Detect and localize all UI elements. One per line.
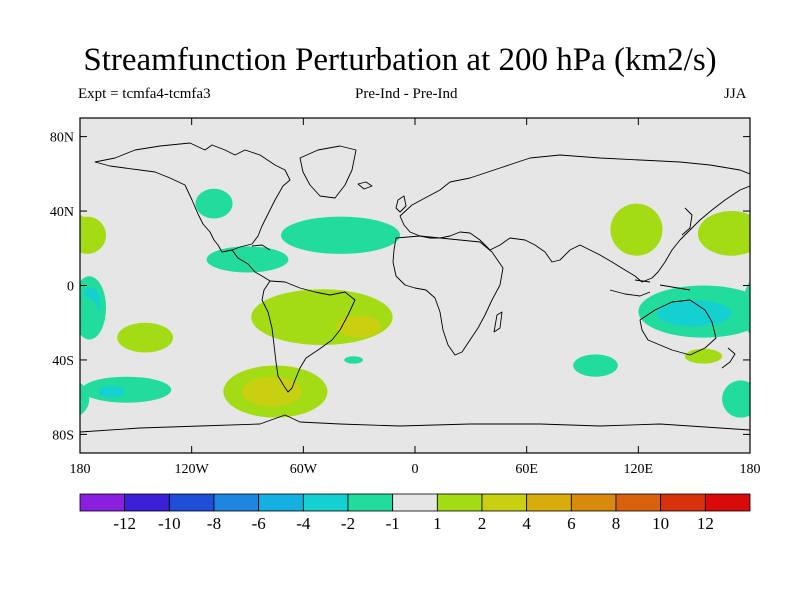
coast-iceland xyxy=(357,181,373,190)
contour-region-6 xyxy=(787,323,800,353)
colorbar-swatch xyxy=(704,493,751,512)
coast-greenland xyxy=(299,145,357,199)
contour-region-20 xyxy=(80,382,90,416)
colorbar-swatch xyxy=(124,493,170,512)
contour-region-8 xyxy=(336,315,382,338)
colorbar-swatch xyxy=(302,493,349,512)
contour-region-11 xyxy=(81,376,172,403)
colorbar-swatch xyxy=(347,493,394,512)
colorbar-label: 1 xyxy=(433,514,442,533)
x-tick-label: 60E xyxy=(515,462,538,477)
contour-region-16 xyxy=(697,211,750,256)
colorbar-label: 12 xyxy=(697,514,714,533)
contour-region-12 xyxy=(769,386,795,397)
coast-indonesia xyxy=(609,279,691,297)
coast-central-america xyxy=(231,249,271,282)
x-tick-label: 180 xyxy=(740,462,761,477)
coast-eurasia xyxy=(399,154,750,283)
x-tick-label: 180 xyxy=(70,462,91,477)
colorbar-swatch xyxy=(615,493,662,512)
contour-region-18 xyxy=(0,300,61,326)
contour-region-16 xyxy=(80,214,95,252)
colorbar-label: 10 xyxy=(652,514,669,533)
coast-antarctica xyxy=(80,414,750,433)
colorbar: -12 -10 -8 -6 -4 -2 -1 1 2 4 6 8 10 12 xyxy=(79,493,751,533)
y-tick-label: 0 xyxy=(67,280,74,295)
contour-region-18 xyxy=(656,300,732,327)
contour-regions xyxy=(0,188,800,418)
colorbar-label: -1 xyxy=(386,514,400,533)
contour-region-20 xyxy=(722,380,750,418)
colorbar-swatch xyxy=(79,493,126,512)
colorbar-label: -2 xyxy=(341,514,355,533)
coast-japan xyxy=(681,207,693,236)
contour-region-1 xyxy=(281,216,401,254)
experiment-label: Expt = tcmfa4-tcmfa3 xyxy=(78,86,211,102)
colorbar-swatch xyxy=(481,493,528,512)
colorbar-label: 4 xyxy=(522,514,531,533)
period-label: Pre-Ind - Pre-Ind xyxy=(355,86,458,102)
y-tick-label: 40S xyxy=(52,354,74,369)
colorbar-label: 2 xyxy=(478,514,487,533)
colorbar-swatch xyxy=(660,493,706,512)
contour-region-19 xyxy=(15,349,52,364)
coast-south-america xyxy=(261,280,356,393)
coast-africa xyxy=(392,235,504,356)
colorbar-label: 8 xyxy=(612,514,621,533)
contour-region-17 xyxy=(80,293,99,330)
colorbar-swatch xyxy=(258,493,304,512)
colorbar-label: -12 xyxy=(113,514,136,533)
coastlines xyxy=(80,142,750,433)
contour-region-19 xyxy=(684,348,723,364)
contour-region-0 xyxy=(195,188,233,219)
colorbar-label: -6 xyxy=(252,514,266,533)
x-tick-label: 0 xyxy=(412,462,419,477)
chart-title: Streamfunction Perturbation at 200 hPa (… xyxy=(83,42,717,78)
x-tick-label: 120W xyxy=(175,462,210,477)
coast-new-zealand xyxy=(721,347,736,369)
x-tick-label: 60W xyxy=(290,462,318,477)
coast-britain xyxy=(395,195,407,213)
plot-background xyxy=(80,118,750,453)
contour-region-2 xyxy=(206,246,289,273)
coast-australia xyxy=(639,299,717,356)
colorbar-swatch xyxy=(436,493,483,512)
contour-region-5 xyxy=(752,287,771,321)
colorbar-swatch xyxy=(168,493,215,512)
colorbar-label: -10 xyxy=(158,514,181,533)
contour-region-6 xyxy=(117,322,174,353)
contour-region-13 xyxy=(344,356,363,364)
x-tick-label: 120E xyxy=(624,462,654,477)
coast-north-america xyxy=(94,142,291,253)
contour-region-10 xyxy=(241,376,302,407)
coast-cuba xyxy=(251,244,271,251)
axis-ticks: 180 120W 60W 0 60E 120E 180 80N 40N 0 40S 80S xyxy=(50,118,761,477)
colorbar-label: 6 xyxy=(567,514,576,533)
colorbar-swatch xyxy=(392,493,438,512)
contour-region-12 xyxy=(98,386,125,398)
y-tick-label: 40N xyxy=(50,205,74,220)
colorbar-label: -8 xyxy=(207,514,221,533)
contour-region-11 xyxy=(752,377,800,403)
coast-madagascar xyxy=(493,311,503,333)
contour-region-15 xyxy=(610,203,663,256)
y-tick-label: 80N xyxy=(50,131,74,146)
y-tick-label: 80S xyxy=(52,428,74,443)
season-label: JJA xyxy=(724,86,747,102)
colorbar-swatch xyxy=(213,493,260,512)
colorbar-swatch xyxy=(526,493,572,512)
contour-region-14 xyxy=(573,354,618,377)
colorbar-label: -4 xyxy=(296,514,311,533)
colorbar-swatch xyxy=(570,493,617,512)
